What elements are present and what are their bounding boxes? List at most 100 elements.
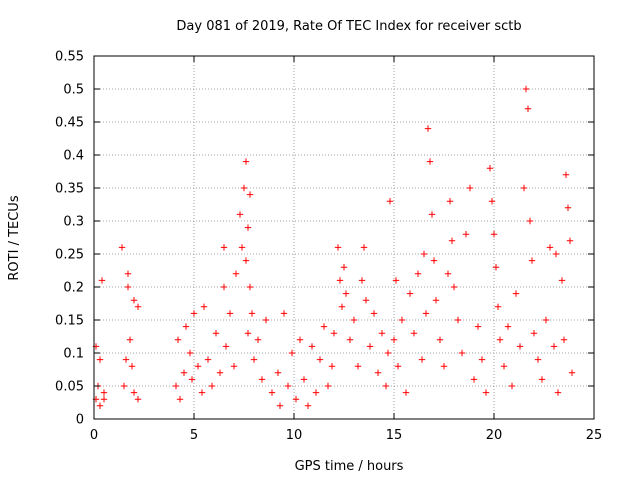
data-point	[432, 297, 440, 304]
data-point	[188, 376, 196, 383]
y-tick-label: 0.55	[55, 50, 84, 65]
data-point	[244, 224, 252, 231]
data-point	[482, 389, 490, 396]
y-tick-label: 0.35	[55, 182, 84, 197]
data-point	[492, 264, 500, 271]
data-point	[130, 297, 138, 304]
data-point	[100, 396, 108, 403]
data-point	[172, 382, 180, 390]
data-point	[284, 382, 292, 390]
data-point	[226, 310, 234, 317]
data-point	[394, 363, 402, 370]
data-point	[458, 349, 466, 357]
data-point	[100, 389, 108, 396]
data-point	[316, 356, 324, 363]
y-tick-label: 0.25	[55, 248, 84, 263]
data-point	[362, 297, 370, 304]
data-point	[436, 336, 444, 343]
data-point	[546, 244, 554, 251]
y-tick-label: 0.2	[63, 281, 84, 296]
data-point	[418, 356, 426, 363]
data-point	[358, 277, 366, 284]
data-point	[414, 270, 422, 277]
data-point	[516, 343, 524, 350]
data-point	[462, 231, 470, 238]
data-point	[130, 389, 138, 396]
data-point	[212, 330, 220, 337]
data-point	[232, 270, 240, 277]
data-point	[488, 198, 496, 205]
data-point	[120, 382, 128, 390]
x-tick-label: 0	[90, 428, 98, 443]
data-point	[402, 389, 410, 396]
data-point	[312, 389, 320, 396]
data-point	[466, 184, 474, 192]
data-point	[450, 283, 458, 291]
data-point	[220, 283, 228, 291]
data-point	[374, 369, 382, 376]
data-point	[478, 356, 486, 363]
data-point	[246, 191, 254, 198]
data-point	[440, 363, 448, 370]
data-point	[448, 237, 456, 244]
data-point	[500, 363, 508, 370]
data-point	[552, 250, 560, 258]
plot-frame	[93, 55, 595, 420]
data-point	[254, 336, 262, 343]
x-tick-label: 25	[586, 428, 603, 443]
data-point	[336, 277, 344, 284]
data-point	[528, 257, 536, 264]
y-axis-label: ROTI / TECUs	[7, 195, 22, 280]
data-point	[238, 244, 246, 251]
data-point	[292, 396, 300, 403]
data-point	[562, 171, 570, 178]
data-point	[360, 244, 368, 251]
data-point	[520, 184, 528, 192]
data-point	[446, 198, 454, 205]
data-point	[240, 184, 248, 192]
data-point	[230, 363, 238, 370]
y-tick-label: 0.3	[63, 215, 84, 230]
data-point	[526, 217, 534, 225]
data-point	[426, 158, 434, 165]
data-point	[392, 277, 400, 284]
data-point	[250, 356, 258, 363]
data-point	[330, 330, 338, 337]
data-point	[420, 250, 428, 258]
data-point	[384, 349, 392, 357]
x-tick-label: 10	[286, 428, 303, 443]
x-tick-label: 5	[190, 428, 198, 443]
data-point	[204, 356, 212, 363]
y-tick-label: 0.5	[63, 83, 84, 98]
data-point	[248, 310, 256, 317]
data-point	[490, 231, 498, 238]
data-point	[554, 389, 562, 396]
data-point	[398, 316, 406, 324]
data-point	[246, 283, 254, 291]
data-point	[406, 290, 414, 297]
data-point	[308, 343, 316, 350]
data-point	[96, 356, 104, 363]
data-point	[134, 396, 142, 403]
y-tick-label: 0.15	[55, 314, 84, 329]
data-point	[328, 363, 336, 370]
data-point	[430, 257, 438, 264]
data-point	[390, 336, 398, 343]
data-point	[242, 257, 250, 264]
y-tick-label: 0.05	[55, 380, 84, 395]
data-point	[454, 316, 462, 324]
data-point	[494, 303, 502, 310]
data-point	[338, 303, 346, 310]
data-point	[244, 330, 252, 337]
data-point	[508, 382, 516, 390]
data-point	[550, 343, 558, 350]
y-tick-label: 0.4	[63, 149, 84, 164]
data-point	[176, 396, 184, 403]
data-point	[350, 316, 358, 324]
data-point	[304, 402, 312, 409]
data-point	[354, 363, 362, 370]
data-point	[428, 211, 436, 218]
data-point	[296, 336, 304, 343]
y-tick-label: 0.45	[55, 116, 84, 131]
